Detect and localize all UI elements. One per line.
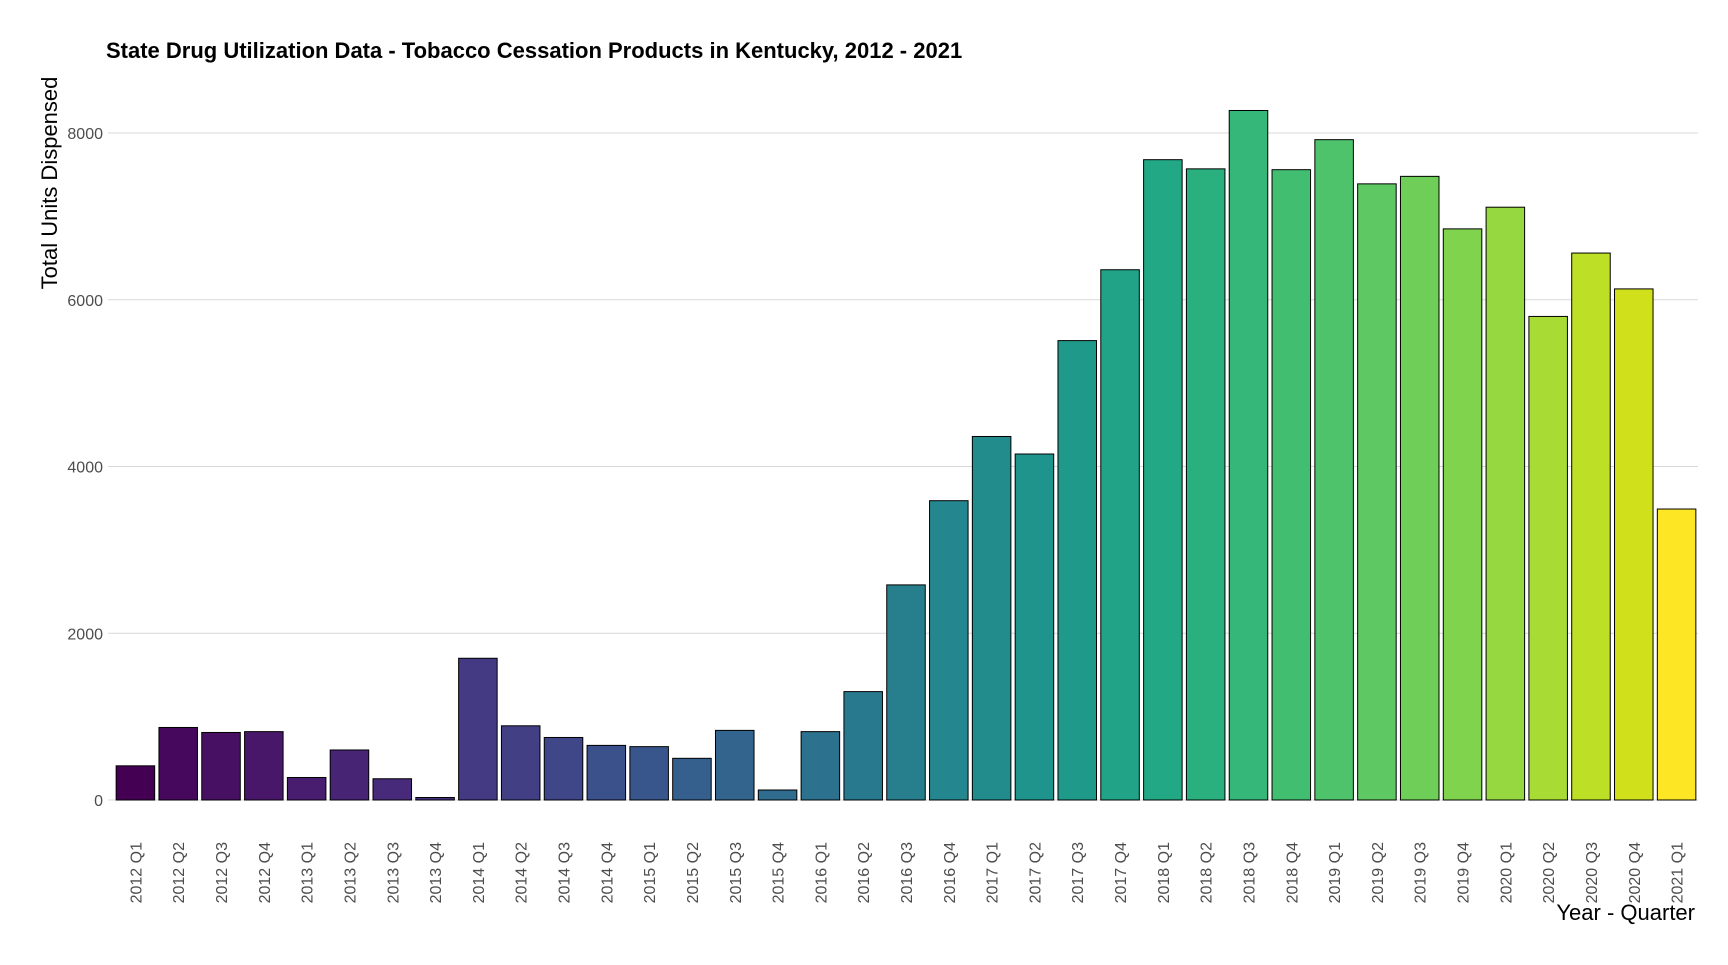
x-tick-label: 2012 Q2	[171, 842, 188, 903]
x-tick-label: 2018 Q4	[1284, 842, 1301, 903]
bar	[971, 435, 1012, 801]
bar	[415, 796, 455, 801]
y-axis-title: Total Units Dispensed	[37, 77, 62, 290]
bar	[543, 736, 584, 801]
bars	[115, 109, 1697, 801]
x-tick-label: 2019 Q2	[1370, 842, 1387, 903]
bar	[201, 731, 241, 801]
x-tick-label: 2013 Q3	[385, 842, 402, 903]
bar	[1271, 169, 1312, 801]
y-tick-label: 0	[94, 793, 103, 810]
bar	[1528, 315, 1568, 801]
bar	[929, 500, 969, 801]
x-tick-label: 2016 Q2	[856, 842, 873, 903]
x-tick-label: 2020 Q4	[1627, 842, 1644, 903]
x-tick-label: 2017 Q3	[1070, 842, 1087, 903]
bar	[1314, 139, 1354, 801]
bar	[1571, 252, 1611, 801]
bar	[244, 731, 284, 801]
x-tick-label: 2012 Q3	[214, 842, 231, 903]
y-tick-label: 4000	[67, 460, 103, 477]
y-tick-label: 6000	[67, 293, 103, 310]
x-tick-label: 2020 Q1	[1498, 842, 1515, 903]
x-tick-label: 2016 Q1	[813, 842, 830, 903]
bar	[115, 765, 156, 801]
bar	[372, 778, 413, 801]
x-tick-label: 2020 Q3	[1584, 842, 1601, 903]
bar	[714, 729, 755, 801]
x-tick-label: 2015 Q3	[728, 842, 745, 903]
x-tick-label: 2014 Q4	[599, 842, 616, 903]
x-tick-label: 2012 Q1	[128, 842, 145, 903]
bar	[1614, 288, 1654, 801]
bar	[158, 726, 198, 801]
x-tick-label: 2012 Q4	[257, 842, 274, 903]
y-tick-label: 2000	[67, 626, 103, 643]
bar	[1057, 340, 1098, 801]
x-axis-title: Year - Quarter	[1556, 900, 1695, 925]
x-tick-label: 2021 Q1	[1670, 842, 1687, 903]
x-tick-label: 2018 Q2	[1199, 842, 1216, 903]
x-tick-label: 2013 Q1	[300, 842, 317, 903]
x-tick-label: 2018 Q3	[1241, 842, 1258, 903]
bar	[629, 746, 669, 801]
bar	[1656, 508, 1697, 801]
x-tick-label: 2017 Q1	[985, 842, 1002, 903]
bar	[500, 725, 541, 801]
x-tick-label: 2018 Q1	[1156, 842, 1173, 903]
y-tick-label: 8000	[67, 126, 103, 143]
bar	[757, 789, 798, 801]
x-tick-label: 2015 Q2	[685, 842, 702, 903]
bar	[843, 691, 883, 801]
bar	[1185, 168, 1226, 801]
bar	[1100, 269, 1140, 801]
bar	[672, 757, 712, 801]
x-tick-label: 2016 Q3	[899, 842, 916, 903]
x-tick-label: 2019 Q3	[1413, 842, 1430, 903]
bar	[1357, 183, 1397, 801]
x-axis-ticks: 2012 Q1 2012 Q2 2012 Q3 2012 Q4 2013 Q1 2013 …	[128, 842, 1686, 903]
bar	[586, 744, 627, 801]
x-tick-label: 2015 Q1	[642, 842, 659, 903]
bar	[329, 749, 370, 801]
bar	[886, 584, 926, 801]
x-tick-label: 2016 Q4	[942, 842, 959, 903]
bar	[1399, 175, 1440, 801]
x-tick-label: 2014 Q1	[471, 842, 488, 903]
bar	[1485, 206, 1526, 801]
x-tick-label: 2014 Q3	[557, 842, 574, 903]
x-tick-label: 2013 Q4	[428, 842, 445, 903]
y-axis-ticks: 0 2000 4000 6000 8000	[67, 126, 103, 810]
x-tick-label: 2014 Q2	[514, 842, 531, 903]
x-tick-label: 2019 Q4	[1456, 842, 1473, 903]
x-tick-label: 2017 Q2	[1027, 842, 1044, 903]
chart-title: State Drug Utilization Data - Tobacco Ce…	[106, 38, 962, 63]
x-tick-label: 2019 Q1	[1327, 842, 1344, 903]
x-tick-label: 2013 Q2	[342, 842, 359, 903]
x-tick-label: 2015 Q4	[771, 842, 788, 903]
bar	[1228, 109, 1269, 801]
bar	[286, 776, 327, 801]
bar	[458, 657, 498, 801]
bar	[1442, 228, 1483, 801]
x-tick-label: 2020 Q2	[1541, 842, 1558, 903]
bar	[1143, 159, 1183, 801]
x-tick-label: 2017 Q4	[1113, 842, 1130, 903]
bar	[800, 731, 841, 801]
bar	[1014, 453, 1055, 801]
